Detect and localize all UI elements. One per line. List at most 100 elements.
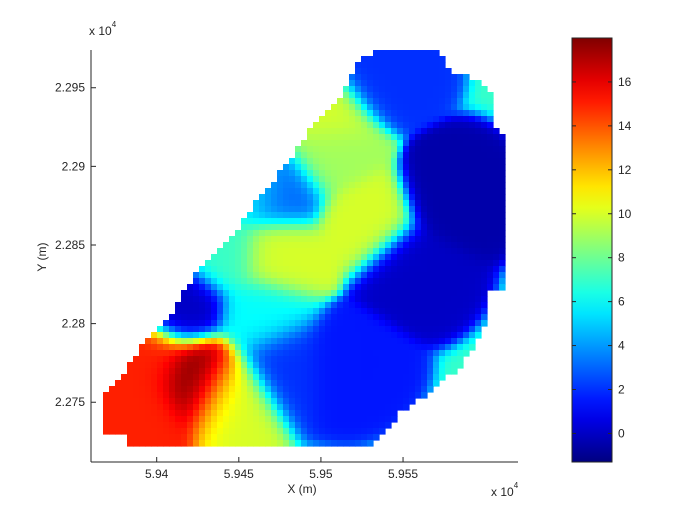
heatmap-cell xyxy=(271,302,278,309)
heatmap-cell xyxy=(337,158,344,165)
heatmap-cell xyxy=(307,338,314,345)
heatmap-cell xyxy=(277,188,284,195)
heatmap-cell xyxy=(295,206,302,213)
heatmap-cell xyxy=(289,290,296,297)
heatmap-cell xyxy=(391,170,398,177)
heatmap-cell xyxy=(325,110,332,117)
heatmap-cell xyxy=(199,278,206,285)
heatmap-cell xyxy=(433,242,440,249)
heatmap-cell xyxy=(349,134,356,141)
heatmap-cell xyxy=(493,170,500,177)
heatmap-cell xyxy=(397,296,404,303)
heatmap-cell xyxy=(367,308,374,315)
heatmap-cell xyxy=(349,122,356,129)
heatmap-cell xyxy=(211,392,218,399)
heatmap-cell xyxy=(175,428,182,435)
heatmap-cell xyxy=(475,248,482,255)
heatmap-cell xyxy=(283,170,290,177)
heatmap-cell xyxy=(265,188,272,195)
heatmap-cell xyxy=(283,188,290,195)
heatmap-cell xyxy=(385,332,392,339)
heatmap-cell xyxy=(301,392,308,399)
heatmap-cell xyxy=(469,344,476,351)
heatmap-cell xyxy=(325,254,332,261)
heatmap-cell xyxy=(415,356,422,363)
heatmap-cell xyxy=(289,320,296,327)
heatmap-cell xyxy=(133,434,140,441)
heatmap-cell xyxy=(193,404,200,411)
heatmap-cell xyxy=(247,308,254,315)
heatmap-cell xyxy=(289,416,296,423)
heatmap-cell xyxy=(493,200,500,207)
heatmap-cell xyxy=(451,206,458,213)
heatmap-cell xyxy=(457,212,464,219)
heatmap-cell xyxy=(415,212,422,219)
heatmap-cell xyxy=(187,362,194,369)
heatmap-cell xyxy=(325,194,332,201)
heatmap-cell xyxy=(421,218,428,225)
heatmap-cell xyxy=(211,440,218,447)
heatmap-cell xyxy=(253,254,260,261)
heatmap-cell xyxy=(439,56,446,63)
heatmap-cell xyxy=(211,356,218,363)
heatmap-cell xyxy=(127,374,134,381)
heatmap-cell xyxy=(373,212,380,219)
heatmap-cell xyxy=(271,254,278,261)
heatmap-cell xyxy=(229,398,236,405)
heatmap-cell xyxy=(433,68,440,75)
heatmap-cell xyxy=(349,374,356,381)
heatmap-cell xyxy=(355,272,362,279)
heatmap-cell xyxy=(247,410,254,417)
heatmap-cell xyxy=(307,368,314,375)
heatmap-cell xyxy=(373,260,380,267)
heatmap-cell xyxy=(343,182,350,189)
heatmap-cell xyxy=(427,68,434,75)
heatmap-cell xyxy=(115,398,122,405)
heatmap-cell xyxy=(319,410,326,417)
heatmap-cell xyxy=(157,422,164,429)
heatmap-cell xyxy=(469,314,476,321)
heatmap-cell xyxy=(391,122,398,129)
heatmap-cell xyxy=(469,284,476,291)
heatmap-cell xyxy=(391,314,398,321)
heatmap-cell xyxy=(229,236,236,243)
heatmap-cell xyxy=(277,266,284,273)
heatmap-cell xyxy=(361,140,368,147)
heatmap-cell xyxy=(271,284,278,291)
heatmap-cell xyxy=(373,200,380,207)
heatmap-cell xyxy=(127,368,134,375)
heatmap-cell xyxy=(439,284,446,291)
heatmap-cell xyxy=(277,182,284,189)
heatmap-cell xyxy=(325,146,332,153)
heatmap-cell xyxy=(271,434,278,441)
heatmap-cell xyxy=(451,110,458,117)
heatmap-cell xyxy=(409,200,416,207)
heatmap-cell xyxy=(481,248,488,255)
heatmap-cell xyxy=(325,170,332,177)
heatmap-cell xyxy=(355,164,362,171)
heatmap-cell xyxy=(313,146,320,153)
heatmap-cell xyxy=(361,332,368,339)
heatmap-cell xyxy=(409,128,416,135)
heatmap-cell xyxy=(175,350,182,357)
heatmap-cell xyxy=(433,164,440,171)
heatmap-cell xyxy=(433,110,440,117)
heatmap-cell xyxy=(469,158,476,165)
heatmap-cell xyxy=(301,272,308,279)
heatmap-cell xyxy=(307,362,314,369)
heatmap-cell xyxy=(289,380,296,387)
heatmap-cell xyxy=(469,164,476,171)
heatmap-cell xyxy=(481,128,488,135)
heatmap-cell xyxy=(307,158,314,165)
heatmap-cell xyxy=(367,296,374,303)
heatmap-cell xyxy=(475,122,482,129)
heatmap-cell xyxy=(313,182,320,189)
heatmap-cell xyxy=(277,260,284,267)
heatmap-cell xyxy=(217,368,224,375)
heatmap-cell xyxy=(283,404,290,411)
heatmap-cell xyxy=(259,356,266,363)
heatmap-cell xyxy=(457,158,464,165)
heatmap-cell xyxy=(379,374,386,381)
heatmap-cell xyxy=(265,302,272,309)
heatmap-cell xyxy=(313,434,320,441)
